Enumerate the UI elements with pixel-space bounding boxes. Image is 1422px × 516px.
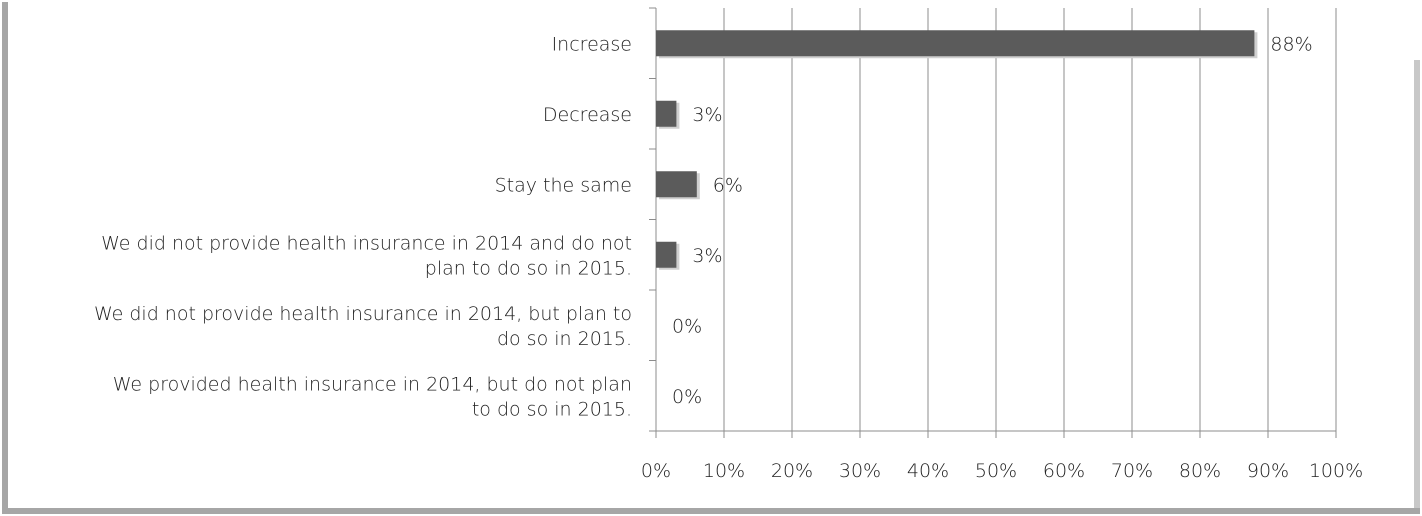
frame-left-border bbox=[2, 2, 8, 514]
data-label: 3% bbox=[692, 104, 722, 126]
x-tick-label: 90% bbox=[1247, 460, 1289, 482]
x-tick-label: 60% bbox=[1043, 460, 1085, 482]
data-label: 0% bbox=[672, 315, 702, 337]
category-label: Increase bbox=[552, 33, 632, 55]
gridlines bbox=[723, 8, 1337, 431]
x-tick-label: 0% bbox=[641, 460, 671, 482]
data-label: 88% bbox=[1270, 33, 1312, 55]
bar bbox=[656, 241, 677, 268]
x-tick-label: 40% bbox=[907, 460, 949, 482]
category-label: We did not provide health insurance in 2… bbox=[94, 303, 632, 325]
data-label: 6% bbox=[713, 174, 743, 196]
data-label: 3% bbox=[692, 245, 722, 267]
x-tick-label: 20% bbox=[771, 460, 813, 482]
bars bbox=[656, 30, 1258, 270]
data-label: 0% bbox=[672, 386, 702, 408]
x-tick-label: 70% bbox=[1111, 460, 1153, 482]
bar bbox=[656, 30, 1255, 57]
x-tick-label: 30% bbox=[839, 460, 881, 482]
labels: 0% 10% 20% 30% 40% 50% 60% 70% 80% 90% 100% 88% Incr… bbox=[94, 33, 1363, 482]
axes bbox=[649, 7, 1337, 438]
category-label: We provided health insurance in 2014, bu… bbox=[113, 373, 632, 395]
category-label: Stay the same bbox=[495, 174, 632, 196]
category-label: We did not provide health insurance in 2… bbox=[101, 232, 632, 254]
frame-right-border bbox=[1414, 60, 1420, 514]
x-tick-label: 100% bbox=[1309, 460, 1363, 482]
category-label: plan to do so in 2015. bbox=[425, 257, 632, 279]
category-label: to do so in 2015. bbox=[472, 398, 632, 420]
bar bbox=[656, 171, 697, 198]
category-label: do so in 2015. bbox=[497, 328, 632, 350]
frame-bottom-border bbox=[2, 508, 1420, 514]
bar bbox=[656, 100, 677, 127]
category-label: Decrease bbox=[543, 104, 632, 126]
x-tick-label: 10% bbox=[703, 460, 745, 482]
x-tick-label: 50% bbox=[975, 460, 1017, 482]
x-tick-label: 80% bbox=[1179, 460, 1221, 482]
